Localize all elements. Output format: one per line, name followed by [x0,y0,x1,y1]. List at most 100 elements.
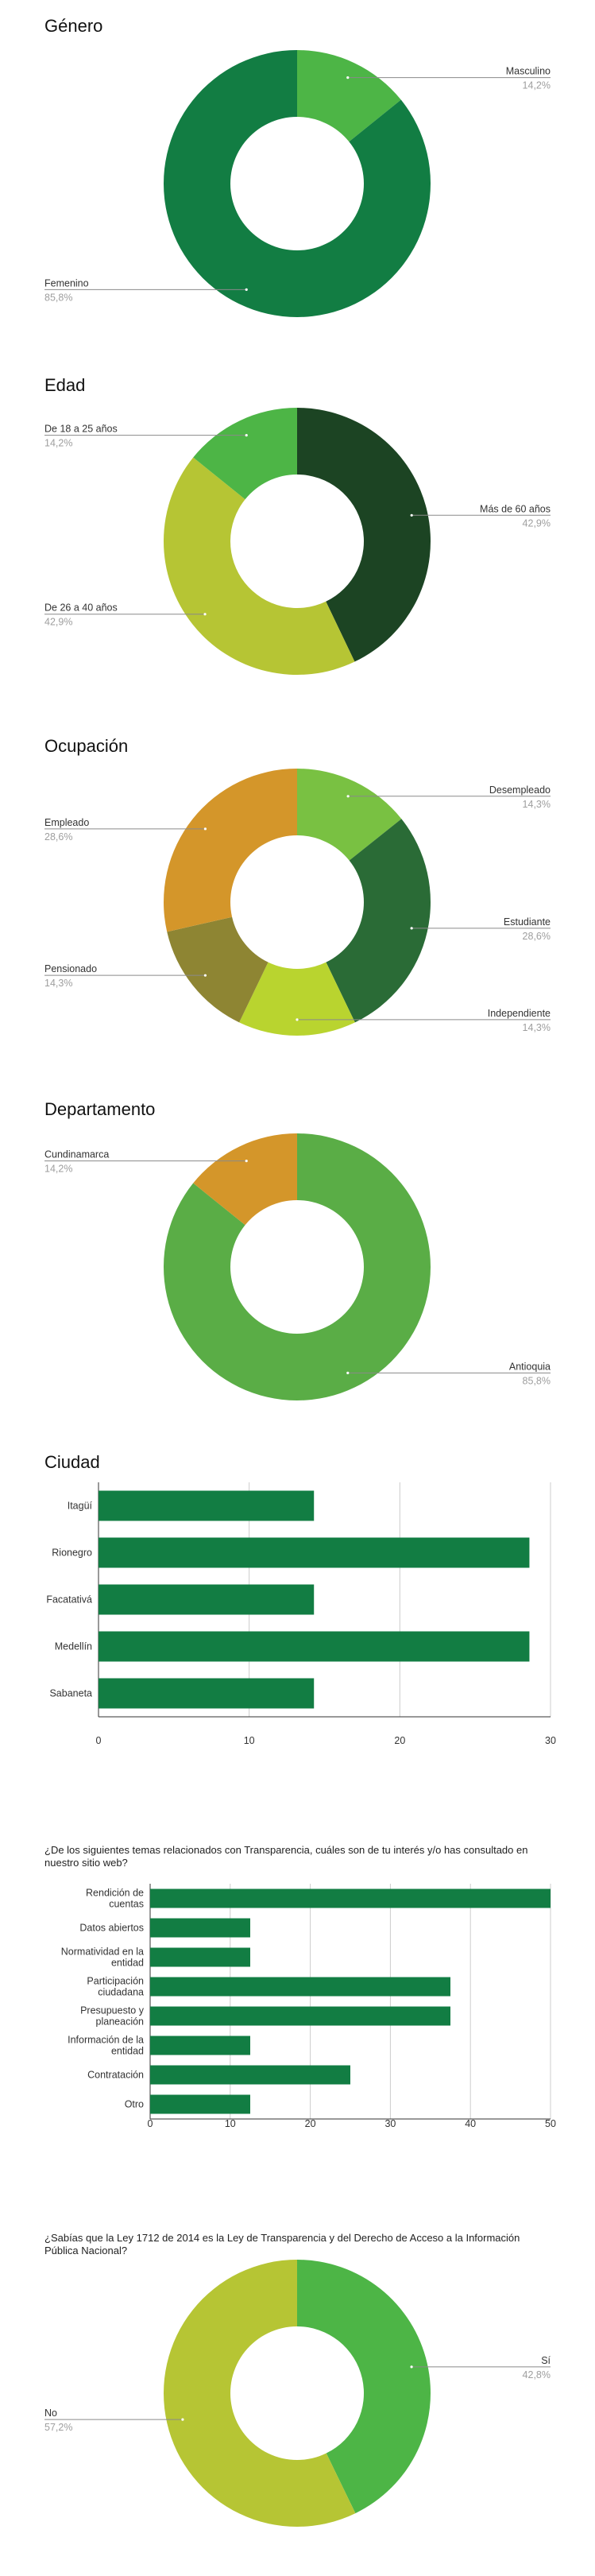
leader-dot [346,1371,350,1374]
x-tick-label: 0 [96,1735,102,1746]
category-label-itagui: Itagüí [68,1501,93,1512]
leader-dot [181,2418,184,2421]
slice-label-no: No [44,2407,57,2419]
slice-de-18-a-25-anos [193,408,297,500]
category-label-participacion-ciudadana: Participación [87,1976,144,1987]
category-label-informacion-de-la-entidad: entidad [111,2046,144,2057]
category-label-normatividad-en-la-entidad: entidad [111,1958,144,1969]
bar-rendicion-de-cuentas [150,1888,551,1908]
category-label-normatividad-en-la-entidad: Normatividad en la [61,1947,144,1958]
slice-value-empleado: 28,6% [44,831,72,843]
leader-dot [245,288,248,291]
slice-label-pensionado: Pensionado [44,963,97,974]
chart-title: Departamento [44,1099,156,1119]
bar-normatividad-en-la-entidad [150,1947,250,1967]
donut-chart-edad: Más de 60 años 42,9% De 26 a 40 años 42,9% D… [44,408,551,676]
slice-value-desempleado: 14,3% [523,799,551,810]
leader-dot [245,1160,248,1163]
leader-dot [203,974,207,977]
slice-label-estudiante: Estudiante [504,916,551,928]
slice-estudiante [326,819,431,1023]
chart-title: Ciudad [44,1452,100,1472]
x-tick-label: 30 [545,1735,556,1746]
category-label-presupuesto-y-planeacion: planeación [96,2016,145,2028]
slice-masculino [297,50,401,142]
category-label-informacion-de-la-entidad: Información de la [68,2035,144,2046]
category-label-rendicion-de-cuentas: Rendición de [86,1888,144,1899]
slice-label-de-26-a-40-anos: De 26 a 40 años [44,602,118,614]
leader-dot [346,76,350,79]
bar-informacion-de-la-entidad [150,2036,250,2055]
x-tick-label: 50 [545,2118,556,2129]
category-label-rendicion-de-cuentas: cuentas [109,1899,144,1910]
slice-label-cundinamarca: Cundinamarca [44,1149,109,1160]
category-label-datos-abiertos: Datos abiertos [79,1923,144,1934]
slice-value-mas-de-60-anos: 42,9% [523,517,551,529]
category-label-facatativa: Facatativá [46,1594,92,1606]
slice-pensionado [167,916,269,1023]
leader-dot [296,1018,299,1021]
slice-cundinamarca [193,1133,297,1226]
slice-value-si: 42,8% [523,2369,551,2380]
chart-title: Edad [44,375,86,395]
category-label-presupuesto-y-planeacion: Presupuesto y [80,2005,145,2016]
bar-medellin [99,1631,530,1662]
bar-rionegro [99,1537,530,1568]
category-label-sabaneta: Sabaneta [49,1688,92,1699]
bar-chart-ciudad: 0 10 20 30 Itagüí Rionegro Facatativá Medellín S… [46,1482,556,1746]
category-label-contratacion: Contratación [87,2070,144,2081]
slice-label-de-18-a-25-anos: De 18 a 25 años [44,424,118,435]
chart-title: ¿De los siguientes temas relacionados co… [44,1844,528,1869]
chart-title: Ocupación [44,736,129,756]
slice-antioquia [164,1133,431,1401]
bar-participacion-ciudadana [150,1977,450,1997]
slice-si [297,2260,431,2514]
leader-dot [410,927,413,930]
slice-label-si: Sí [541,2355,551,2366]
slice-desempleado [297,769,402,861]
x-tick-label: 40 [465,2118,476,2129]
slice-value-de-26-a-40-anos: 42,9% [44,617,72,628]
slice-value-masculino: 14,2% [523,80,551,91]
x-tick-label: 20 [394,1735,405,1746]
slice-value-femenino: 85,8% [44,292,72,303]
x-tick-label: 30 [384,2118,396,2129]
category-label-medellin: Medellín [55,1641,92,1652]
x-tick-label: 20 [305,2118,316,2129]
slice-femenino [164,50,431,317]
donut-chart-genero: Masculino 14,2% Femenino 85,8% [44,50,551,317]
slice-label-desempleado: Desempleado [489,784,551,796]
slice-label-empleado: Empleado [44,817,89,828]
bar-otro [150,2094,250,2114]
chart-title: Género [44,16,103,36]
slice-empleado [163,769,297,932]
bar-facatativa [99,1584,315,1615]
leader-dot [410,513,413,517]
slice-label-femenino: Femenino [44,277,89,289]
x-tick-label: 10 [244,1735,255,1746]
donut-chart-ocupacion: Desempleado 14,3% Estudiante 28,6% Independi… [44,769,551,1036]
category-label-participacion-ciudadana: ciudadana [98,1987,144,1998]
leader-dot [203,613,207,616]
bar-datos-abiertos [150,1918,250,1938]
slice-mas-de-60-anos [297,408,431,662]
chart-title: ¿Sabías que la Ley 1712 de 2014 es la Le… [44,2232,520,2256]
leader-dot [346,795,350,798]
slice-de-26-a-40-anos [163,457,355,676]
slice-value-cundinamarca: 14,2% [44,1164,72,1175]
bar-sabaneta [99,1678,315,1709]
slice-independiente [239,962,355,1036]
slice-value-independiente: 14,3% [523,1022,551,1033]
category-label-rionegro: Rionegro [52,1548,92,1559]
slice-value-antioquia: 85,8% [523,1375,551,1386]
slice-value-estudiante: 28,6% [523,931,551,942]
bar-presupuesto-y-planeacion [150,2006,450,2026]
x-tick-label: 0 [148,2118,153,2129]
leader-dot [245,434,248,437]
slice-label-mas-de-60-anos: Más de 60 años [480,503,551,514]
slice-label-masculino: Masculino [506,66,551,77]
leader-dot [410,2365,413,2369]
category-label-otro: Otro [125,2099,144,2110]
